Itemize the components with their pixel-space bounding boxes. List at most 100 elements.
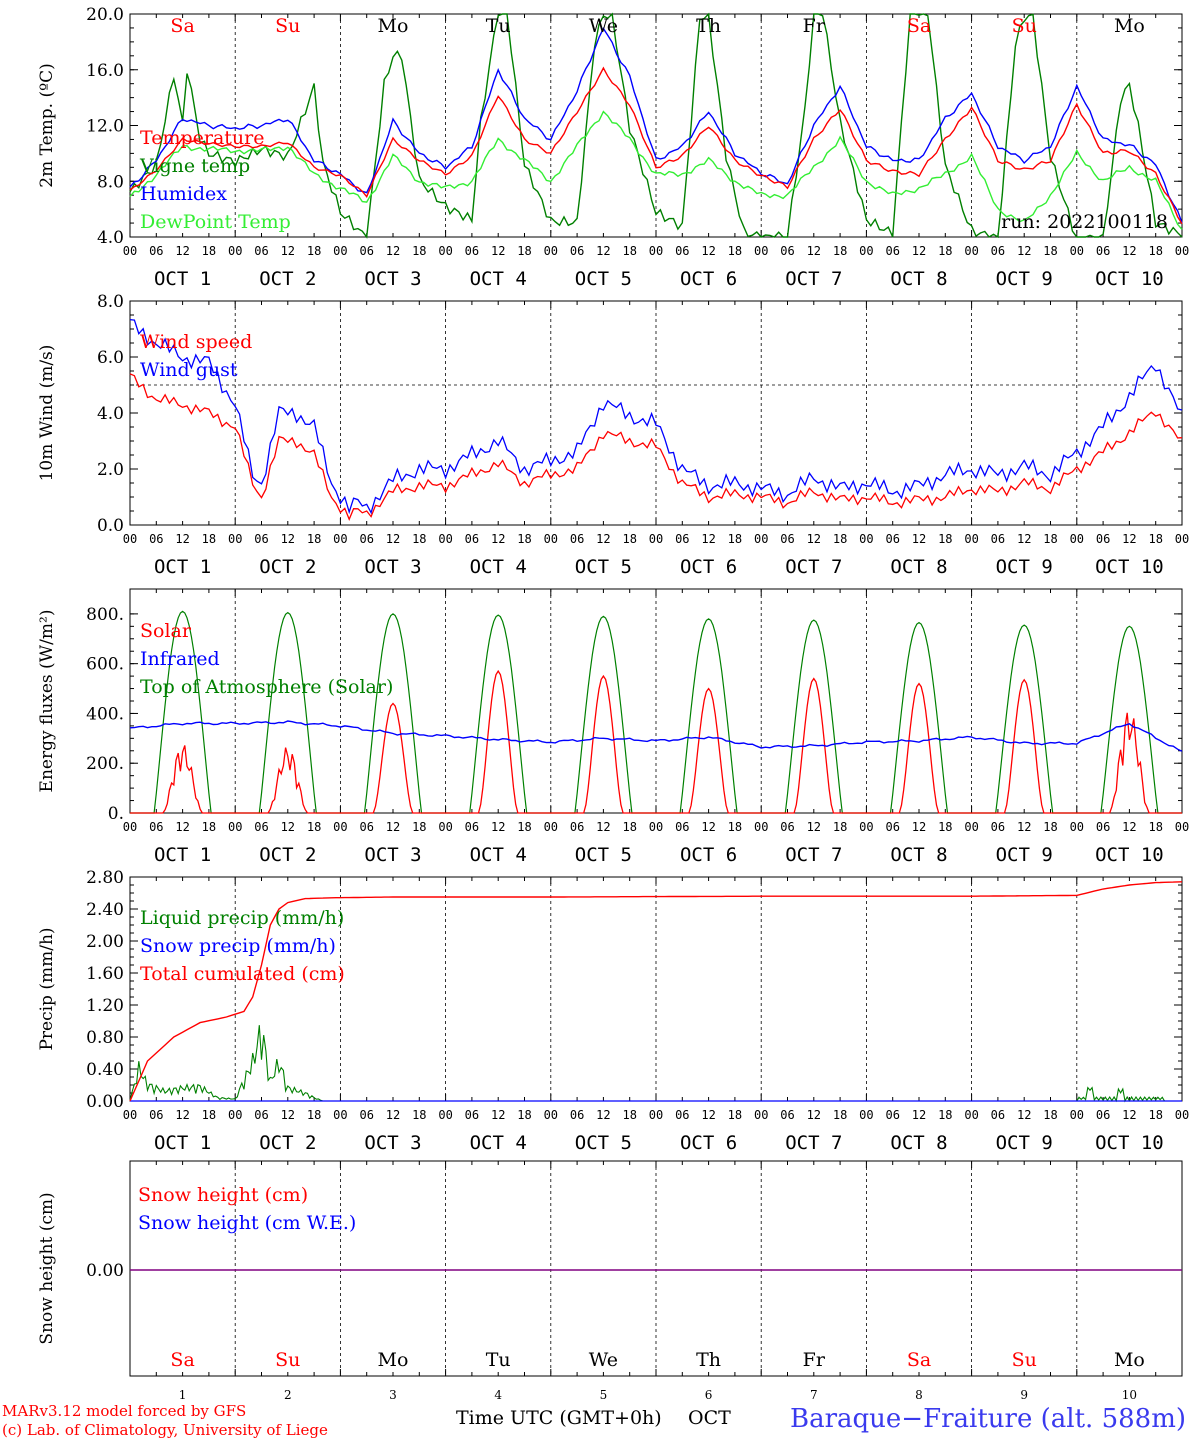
dewpoint-line xyxy=(129,110,1183,230)
station-title: Baraque−Fraiture (alt. 588m) xyxy=(790,1404,1186,1434)
hour-tick-label: 00 xyxy=(859,244,873,258)
hour-tick-label: 00 xyxy=(544,532,558,546)
day-number: 2 xyxy=(284,1388,292,1402)
weekday-label: Su xyxy=(275,15,300,37)
hour-tick-label: 18 xyxy=(202,532,216,546)
hour-tick-label: 06 xyxy=(149,532,163,546)
hour-tick-label: 18 xyxy=(202,1108,216,1122)
y-tick-label: 12.0 xyxy=(86,117,124,137)
date-label: OCT 3 xyxy=(364,1132,421,1154)
date-label: OCT 1 xyxy=(154,556,211,578)
hour-tick-label: 00 xyxy=(859,1108,873,1122)
day-number: 9 xyxy=(1020,1388,1028,1402)
run-label: run: 2022100118 xyxy=(1001,211,1168,233)
hour-tick-label: 00 xyxy=(123,532,137,546)
y-tick-label: 8.0 xyxy=(97,292,124,312)
hour-tick-label: 12 xyxy=(386,820,400,834)
date-label: OCT 3 xyxy=(364,844,421,866)
hour-tick-label: 12 xyxy=(386,532,400,546)
hour-tick-label: 00 xyxy=(754,1108,768,1122)
date-label: OCT 9 xyxy=(996,268,1053,290)
hour-tick-label: 18 xyxy=(412,820,426,834)
y-tick-label: 600. xyxy=(86,655,124,675)
hour-tick-label: 12 xyxy=(386,244,400,258)
hour-tick-label: 06 xyxy=(254,532,268,546)
hour-tick-label: 06 xyxy=(885,1108,899,1122)
hour-tick-label: 06 xyxy=(991,820,1005,834)
date-label: OCT 5 xyxy=(575,844,632,866)
hour-tick-label: 12 xyxy=(807,820,821,834)
legend-entry: Solar xyxy=(140,620,192,642)
date-label: OCT 9 xyxy=(996,556,1053,578)
hour-tick-label: 00 xyxy=(123,244,137,258)
hour-tick-label: 18 xyxy=(1043,1108,1057,1122)
hour-tick-label: 00 xyxy=(123,820,137,834)
hour-tick-label: 12 xyxy=(701,1108,715,1122)
hour-tick-label: 06 xyxy=(254,1108,268,1122)
weekday-label: Mo xyxy=(378,1349,409,1371)
hour-tick-label: 12 xyxy=(281,532,295,546)
hour-tick-label: 00 xyxy=(1175,1108,1189,1122)
hour-tick-label: 06 xyxy=(1096,1108,1110,1122)
hour-tick-label: 06 xyxy=(465,1108,479,1122)
hour-tick-label: 00 xyxy=(438,532,452,546)
y-tick-label: 20.0 xyxy=(86,5,124,25)
hour-tick-label: 00 xyxy=(649,532,663,546)
y-tick-label: 400. xyxy=(86,704,124,724)
hour-tick-label: 00 xyxy=(544,1108,558,1122)
hour-tick-label: 18 xyxy=(833,1108,847,1122)
weekday-label: Sa xyxy=(170,15,194,37)
legend-entry: Humidex xyxy=(140,183,227,205)
hour-tick-label: 18 xyxy=(1148,244,1162,258)
hour-tick-label: 12 xyxy=(1017,820,1031,834)
hour-tick-label: 12 xyxy=(807,244,821,258)
hour-tick-label: 00 xyxy=(754,244,768,258)
hour-tick-label: 06 xyxy=(570,244,584,258)
humidex-line xyxy=(129,27,1183,224)
hour-tick-label: 18 xyxy=(728,820,742,834)
hour-tick-label: 00 xyxy=(649,1108,663,1122)
hour-tick-label: 00 xyxy=(228,244,242,258)
hour-tick-label: 12 xyxy=(281,1108,295,1122)
date-label: OCT 3 xyxy=(364,268,421,290)
day-number: 6 xyxy=(705,1388,713,1402)
date-label: OCT 6 xyxy=(680,1132,737,1154)
date-label: OCT 1 xyxy=(154,1132,211,1154)
day-number: 4 xyxy=(494,1388,502,1402)
date-label: OCT 10 xyxy=(1095,844,1164,866)
hour-tick-label: 12 xyxy=(912,820,926,834)
hour-tick-label: 00 xyxy=(333,532,347,546)
date-label: OCT 4 xyxy=(470,1132,527,1154)
y-tick-label: 16.0 xyxy=(86,61,124,81)
hour-tick-label: 18 xyxy=(202,244,216,258)
date-label: OCT 5 xyxy=(575,556,632,578)
date-label: OCT 6 xyxy=(680,844,737,866)
y-tick-label: 0.00 xyxy=(86,1261,124,1281)
y-axis-label: Energy fluxes (W/m²) xyxy=(37,610,57,793)
hour-tick-label: 18 xyxy=(1043,532,1057,546)
weekday-label: Mo xyxy=(378,15,409,37)
hour-tick-label: 00 xyxy=(438,244,452,258)
date-label: OCT 5 xyxy=(575,268,632,290)
hour-tick-label: 00 xyxy=(544,244,558,258)
hour-tick-label: 06 xyxy=(465,244,479,258)
date-label: OCT 8 xyxy=(890,844,947,866)
hour-tick-label: 00 xyxy=(1070,1108,1084,1122)
lab-credit: (c) Lab. of Climatology, University of L… xyxy=(2,1421,328,1439)
date-label: OCT 2 xyxy=(259,556,316,578)
hour-tick-label: 00 xyxy=(1070,820,1084,834)
day-number: 3 xyxy=(389,1388,397,1402)
hour-tick-label: 18 xyxy=(412,1108,426,1122)
hour-tick-label: 06 xyxy=(780,532,794,546)
hour-tick-label: 18 xyxy=(728,1108,742,1122)
hour-tick-label: 18 xyxy=(938,1108,952,1122)
hour-tick-label: 06 xyxy=(570,532,584,546)
hour-tick-label: 12 xyxy=(912,244,926,258)
infrared-line xyxy=(129,720,1183,752)
hour-tick-label: 06 xyxy=(885,820,899,834)
hour-tick-label: 18 xyxy=(622,1108,636,1122)
date-label: OCT 8 xyxy=(890,556,947,578)
hour-tick-label: 06 xyxy=(1096,244,1110,258)
hour-tick-label: 06 xyxy=(570,1108,584,1122)
date-label: OCT 10 xyxy=(1095,556,1164,578)
